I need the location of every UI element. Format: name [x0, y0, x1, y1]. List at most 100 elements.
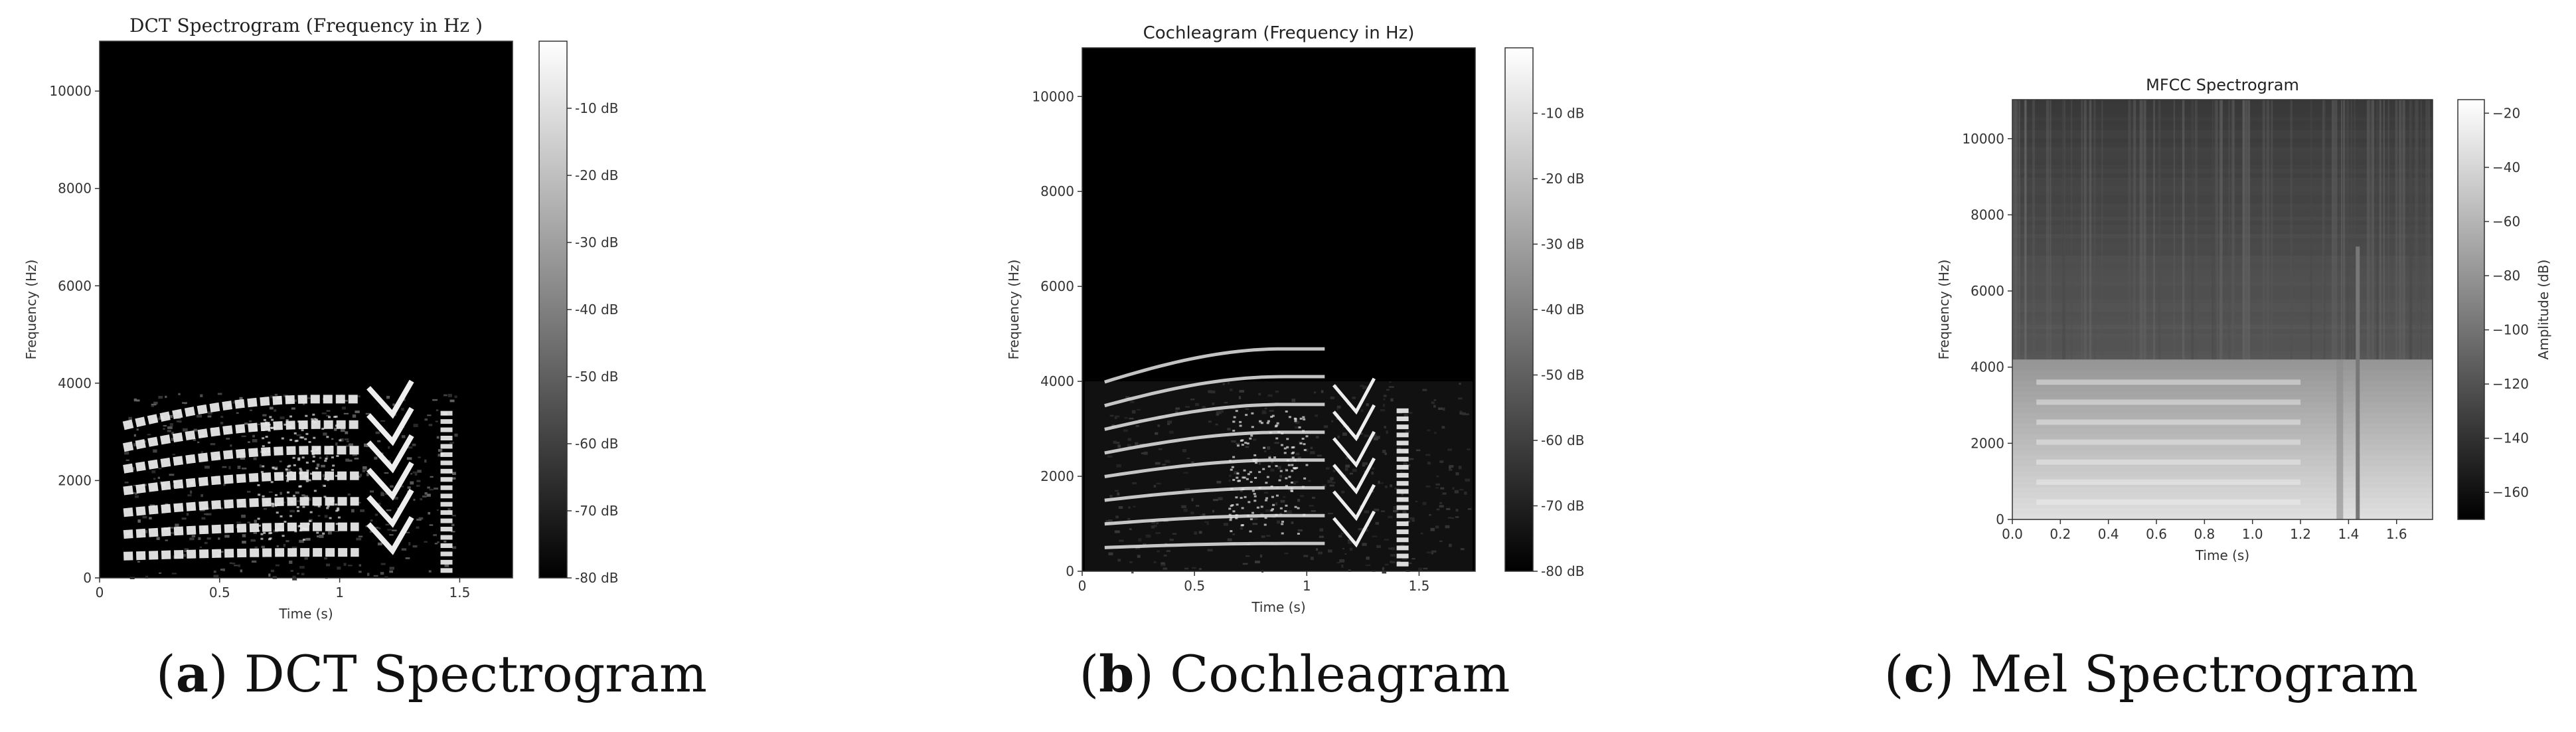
- speckle: [1264, 517, 1267, 519]
- speckle: [1281, 532, 1284, 535]
- speckle: [1294, 505, 1297, 508]
- noise-speck: [351, 509, 355, 513]
- noise-speck: [259, 464, 262, 468]
- speckle: [305, 528, 308, 531]
- noise-speck: [213, 571, 216, 573]
- speckle: [1294, 467, 1297, 470]
- noise-speck: [355, 411, 360, 413]
- noise-speck: [343, 563, 347, 566]
- noise-speck: [345, 431, 349, 434]
- noise-speck: [454, 433, 458, 437]
- noise-speck: [280, 416, 285, 420]
- speckle: [299, 472, 302, 475]
- noise-speck: [389, 534, 394, 536]
- noise-speck: [220, 421, 224, 424]
- noise-speck: [305, 537, 311, 541]
- noise-speck: [165, 395, 167, 399]
- noise-speck: [374, 513, 378, 516]
- noise-speck: [429, 488, 434, 491]
- burst-mark: [1396, 416, 1409, 421]
- speckle: [1253, 454, 1257, 456]
- noise-speck: [352, 414, 357, 418]
- noise-speck: [133, 398, 137, 402]
- speckle: [331, 500, 335, 502]
- noise-speck: [184, 550, 187, 553]
- noise-speck: [405, 557, 410, 559]
- speckle: [281, 529, 284, 531]
- speckle: [305, 480, 309, 482]
- noise-speck: [133, 434, 136, 437]
- colorbar-tick-label: -60 dB: [1541, 432, 1584, 448]
- noise-speck: [151, 405, 155, 407]
- burst-mark: [1396, 521, 1409, 526]
- noise-speck: [244, 422, 248, 425]
- speckle: [1281, 432, 1284, 434]
- noise-speck: [413, 498, 416, 502]
- noise-speck: [163, 424, 167, 427]
- noise-speck: [128, 416, 132, 420]
- speckle: [1262, 468, 1265, 470]
- chart-title: MFCC Spectrogram: [2146, 76, 2299, 94]
- noise-speck: [181, 517, 187, 520]
- speckle: [321, 428, 325, 430]
- burst-mark: [1396, 432, 1409, 438]
- noise-speck: [322, 474, 327, 478]
- speckle: [301, 429, 304, 432]
- speckle: [328, 416, 331, 418]
- noise-speck: [1382, 571, 1387, 574]
- harmonic-line: [1104, 403, 1325, 431]
- chevron-mark: [1332, 377, 1376, 415]
- caption-mel: (c) Mel Spectrogram: [1884, 644, 2419, 703]
- speckle: [313, 436, 316, 439]
- heatmap-streak: [2173, 100, 2175, 360]
- heatmap-streak: [2334, 100, 2338, 360]
- speckle: [266, 501, 269, 503]
- speckle: [335, 424, 338, 427]
- noise-speck: [197, 414, 202, 418]
- speckle: [308, 479, 311, 482]
- speckle: [297, 457, 301, 460]
- speckle: [331, 456, 334, 459]
- heatmap-streak: [2383, 100, 2385, 360]
- noise-speck: [169, 423, 173, 426]
- noise-speck: [257, 423, 260, 425]
- noise-speck: [373, 575, 378, 577]
- speckle: [303, 538, 306, 541]
- speckle: [1245, 414, 1248, 416]
- noise-speck: [443, 540, 447, 543]
- speckle: [315, 418, 319, 421]
- heatmap-streak: [2271, 100, 2273, 360]
- noise-speck: [326, 410, 331, 412]
- heatmap-gap: [2336, 359, 2344, 519]
- noise-speck: [249, 409, 253, 411]
- speckle: [1254, 477, 1257, 480]
- noise-speck: [291, 407, 295, 410]
- speckle: [299, 448, 303, 451]
- speckle: [1275, 494, 1279, 497]
- heatmap-streak: [2062, 100, 2065, 360]
- speckle: [322, 532, 325, 535]
- heatmap-streak: [2331, 100, 2335, 360]
- y-tick-label: 6000: [1971, 283, 2004, 299]
- noise-speck: [135, 492, 137, 495]
- speckle: [258, 524, 261, 527]
- heatmap-streak: [2214, 100, 2217, 360]
- heatmap-streak: [2089, 100, 2092, 360]
- noise-speck: [167, 426, 173, 429]
- heatmap-streak: [2399, 100, 2402, 360]
- speckle: [1299, 442, 1303, 445]
- noise-speck: [254, 546, 258, 549]
- burst-mark: [1396, 497, 1409, 502]
- heatmap-row: [2012, 476, 2433, 483]
- noise-speck: [178, 393, 181, 395]
- chevron-mark: [366, 407, 414, 446]
- panel-dct-spectrogram: DCT Spectrogram (Frequency in Hz ) 0 0.5 1 1…: [0, 0, 863, 732]
- speckle: [1232, 510, 1236, 513]
- speckle: [1290, 481, 1293, 484]
- noise-speck: [428, 424, 433, 426]
- noise-speck: [447, 393, 452, 397]
- harmonic-line: [123, 446, 359, 474]
- noise-speck: [229, 562, 233, 565]
- harmonic-line: [1104, 486, 1325, 502]
- speckle: [268, 532, 272, 535]
